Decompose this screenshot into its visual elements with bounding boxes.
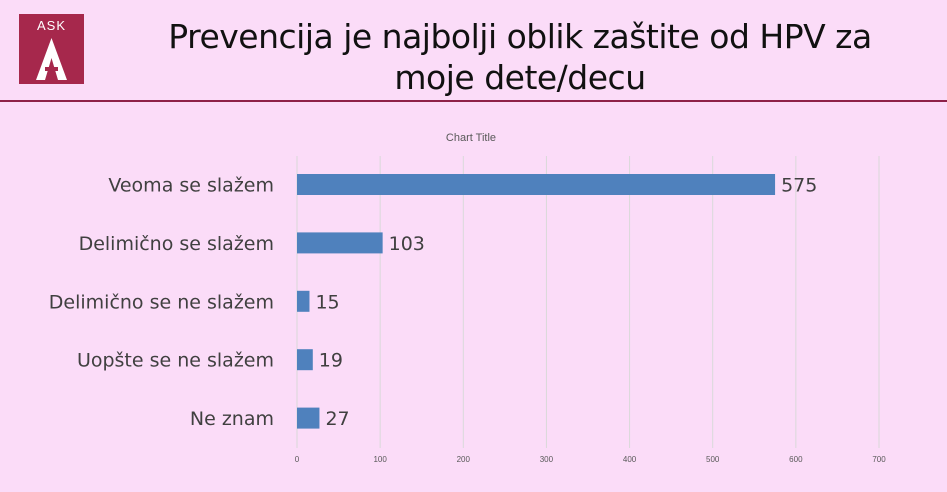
value-labels: 575 103 15 19 27 <box>315 175 817 431</box>
data-label: 19 <box>319 350 343 372</box>
x-tick-label: 500 <box>706 455 720 464</box>
data-label: 103 <box>389 233 425 255</box>
x-tick-label: 400 <box>623 455 637 464</box>
ask-logo-glyph <box>36 38 67 80</box>
data-label: 27 <box>325 408 349 430</box>
category-label: Delimično se ne slažem <box>49 291 274 313</box>
bars <box>297 174 776 429</box>
gridlines <box>296 156 880 448</box>
chart-area: Chart Title Veoma se slažem Delimično se … <box>0 103 947 492</box>
slide-title: Prevencija je najbolji oblik zaštite od … <box>168 17 872 97</box>
category-labels: Veoma se slažem Delimično se slažem Delimi… <box>49 175 274 431</box>
category-label: Ne znam <box>190 408 274 430</box>
category-label: Delimično se slažem <box>79 233 274 255</box>
bar <box>297 232 383 254</box>
x-tick-label: 200 <box>457 455 471 464</box>
bar <box>297 174 776 195</box>
bar <box>297 349 313 371</box>
ask-logo: ASK <box>19 14 84 84</box>
chart-title: Chart Title <box>446 132 496 144</box>
category-label: Uopšte se ne slažem <box>77 350 274 372</box>
bar <box>297 290 310 312</box>
title-divider <box>0 100 947 102</box>
category-label: Veoma se slažem <box>108 175 274 197</box>
x-tick-label: 300 <box>540 455 554 464</box>
data-label: 15 <box>315 291 339 313</box>
x-tick-label: 0 <box>295 455 300 464</box>
data-label: 575 <box>781 175 817 197</box>
x-tick-label: 700 <box>872 455 886 464</box>
x-tick-label: 100 <box>373 455 387 464</box>
bar-chart: Chart Title Veoma se slažem Delimično se … <box>49 132 886 464</box>
logo-text: ASK <box>36 18 66 33</box>
x-tick-label: 600 <box>789 455 803 464</box>
x-tick-labels: 0 100 200 300 400 500 600 700 <box>295 455 886 464</box>
bar <box>297 407 320 429</box>
